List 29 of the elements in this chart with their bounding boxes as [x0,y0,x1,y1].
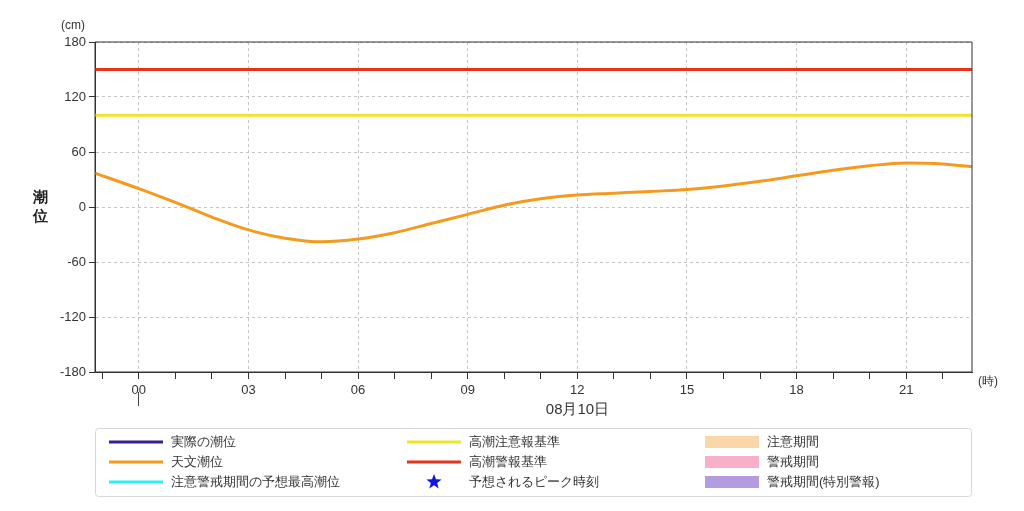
x-tick-label: 21 [898,382,914,398]
legend-label: 警戒期間 [767,453,819,469]
legend-label: 実際の潮位 [171,433,236,449]
text: (時) [978,374,998,389]
x-tick-label: 12 [570,382,585,398]
x-tick-label: 15 [679,382,695,398]
y-tick-label: -60 [67,253,86,269]
y-tick-label: 60 [71,143,86,159]
y-tick-label: 180 [64,33,86,49]
x-tick-label: 06 [350,382,366,398]
y-tick-label: 120 [64,88,86,104]
line-series [95,161,972,244]
text: (cm) [61,18,85,33]
x-tick-label: 18 [789,382,804,398]
y-tick-label: 0 [78,198,86,214]
legend-label: 予想されるピーク時刻 [469,473,599,489]
legend-label: 注意警戒期間の予想最高潮位 [171,473,340,489]
y-tick-label: -120 [59,308,86,324]
legend-label: 注意期間 [767,433,819,449]
legend-label: 天文潮位 [171,453,223,469]
legend-label: 高潮注意報基準 [469,433,560,449]
legend-label: 警戒期間(特別警報) [767,473,880,489]
y-axis-title: 潮位 [31,187,48,224]
x-tick-label: 03 [241,382,256,398]
x-axis-title: 08月10日 [545,400,610,418]
legend-label: 高潮警報基準 [469,453,547,469]
x-tick-label: 00 [131,382,147,398]
x-tick-label: 09 [460,382,475,398]
y-tick-label: -180 [59,363,86,379]
